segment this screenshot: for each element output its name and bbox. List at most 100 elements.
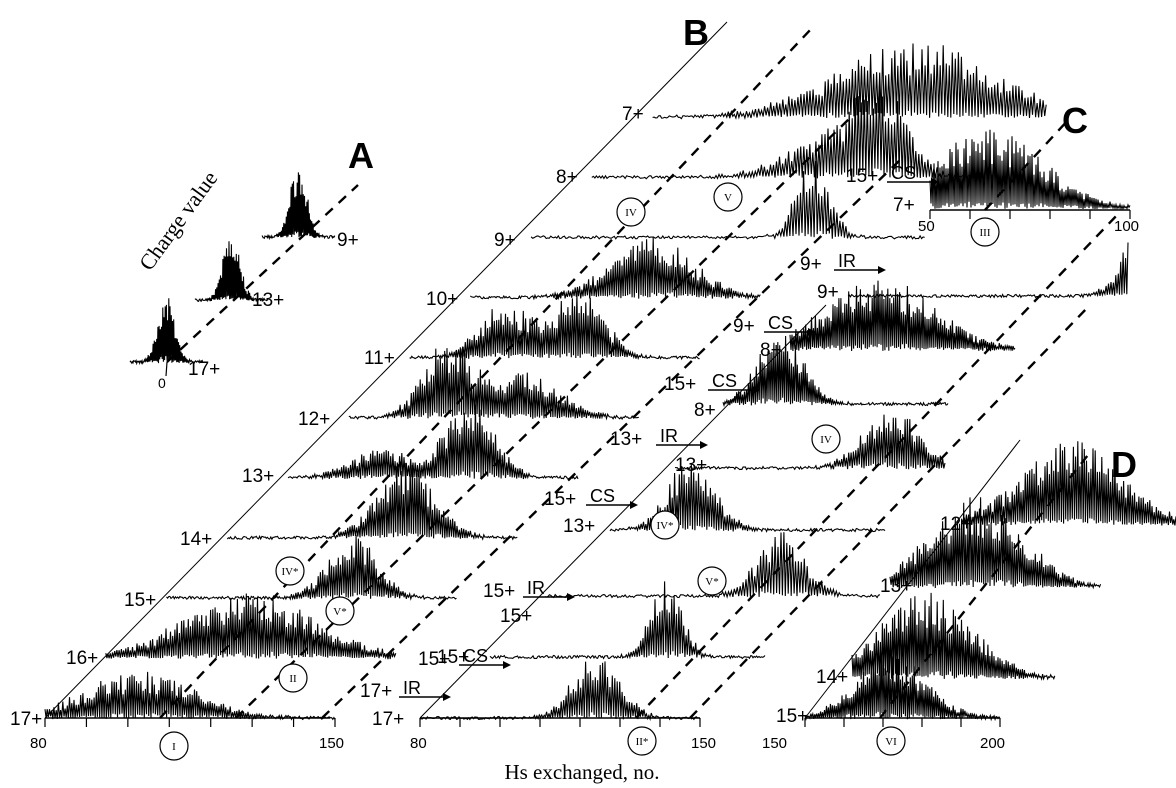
- label-13-cs-from-15: 13+: [563, 516, 595, 537]
- spectrum-b-7+-trace: [652, 43, 1047, 120]
- annotation-circle: [697, 566, 727, 596]
- method-m_CS5: CS: [887, 163, 939, 186]
- method-arrow-head: [567, 593, 575, 601]
- series-label-b-7: 7+: [622, 104, 644, 125]
- series-label-b-9: 9+: [494, 230, 516, 251]
- label-9-ir-source: 9+: [800, 254, 822, 275]
- label-17-ir: 17+: [372, 709, 404, 730]
- method-label: IR: [838, 251, 856, 271]
- tick-label-b2-150: 150: [691, 735, 716, 752]
- annotation-text: IV*: [281, 566, 298, 578]
- method-label: CS: [712, 371, 737, 391]
- label-8-cs-from-9: 8+: [760, 340, 782, 361]
- label-17-ir-source: 17+: [360, 681, 392, 702]
- label-15-cs-from-17: 15+: [437, 647, 469, 668]
- tick-label-a-0: 0: [158, 375, 166, 391]
- method-label: CS: [891, 163, 916, 183]
- annotation-circle: [650, 510, 680, 540]
- series-label-a-13: 13+: [252, 290, 284, 311]
- annotation-circle: [970, 217, 1000, 247]
- spectrum-a-13+-trace: [194, 241, 269, 303]
- tick-label-d-150: 150: [762, 735, 787, 752]
- spectrum-b2-6: [789, 280, 1016, 352]
- spectrum-a-13+: [194, 241, 269, 303]
- series-label-d-15: 15+: [776, 706, 808, 727]
- panel-label-a: A: [348, 135, 374, 176]
- spectrum-b2-1-trace: [489, 581, 766, 660]
- spectrum-d-12+: [961, 441, 1176, 526]
- series-label-b-10: 10+: [426, 289, 458, 310]
- spectrum-b2-4: [674, 414, 946, 471]
- guide-c: [984, 117, 1071, 211]
- spectrum-b2-0: [419, 661, 701, 722]
- tick-label-d-200: 200: [980, 735, 1005, 752]
- annotation-rn_IV2: IV: [811, 424, 841, 454]
- tick-label-b2-80: 80: [410, 735, 427, 752]
- annotation-rn_Vs2: V*: [697, 566, 727, 596]
- annotation-text: IV*: [656, 520, 673, 532]
- tick-label-c-50: 50: [918, 218, 935, 235]
- method-arrows: IR CS IR CS IR CS CS IR CS: [399, 163, 939, 701]
- label-7-cs-source: 15+: [846, 166, 878, 187]
- diagonal-d: [804, 439, 1021, 719]
- spectrum-b-7+: [652, 43, 1047, 120]
- method-label: IR: [527, 578, 545, 598]
- annotation-rn_V: V: [713, 182, 743, 212]
- spectrum-d-15+-trace: [804, 652, 1001, 722]
- spectrum-b-12+-trace: [348, 346, 639, 421]
- annotation-circle: [627, 726, 657, 756]
- annotation-rn_IV: IV: [616, 197, 646, 227]
- annotation-text: VI: [885, 736, 897, 748]
- spectrum-b-14+-trace: [226, 462, 518, 541]
- series-label-b-13: 13+: [242, 466, 274, 487]
- method-m_IR3: IR: [656, 426, 708, 449]
- spectrum-b2-7-trace: [847, 242, 1129, 299]
- spectrum-d-13+-trace: [889, 497, 1102, 590]
- annotation-text: II*: [636, 736, 649, 748]
- annotation-text: III: [980, 227, 991, 239]
- guide-a: [166, 184, 359, 363]
- guide-b2-2: [689, 304, 1091, 719]
- annotation-text: V: [724, 192, 732, 204]
- annotation-text: IV: [820, 434, 832, 446]
- annotation-rn_I: I: [159, 731, 189, 761]
- label-15-cs-source: 15+: [544, 489, 576, 510]
- method-arrow-head: [630, 501, 638, 509]
- series-label-b-14: 14+: [180, 529, 212, 550]
- spectrum-b2-6-trace: [789, 280, 1016, 352]
- spectrum-b-15+-trace: [166, 534, 457, 601]
- panel-label-b: B: [683, 12, 709, 53]
- method-label: IR: [403, 678, 421, 698]
- label-15-ir-source: 15+: [483, 581, 515, 602]
- annotation-circle: [275, 556, 305, 586]
- method-m_CS4: CS: [764, 313, 816, 336]
- spectrum-d-12+-trace: [961, 441, 1176, 526]
- method-arrow-head: [808, 328, 816, 336]
- method-m_IR2: IR: [523, 578, 575, 601]
- tick-a: [165, 361, 168, 377]
- annotation-rn_IVs: IV*: [275, 556, 305, 586]
- spectrum-b-11+-trace: [409, 292, 700, 361]
- spectra-layer: [44, 43, 1176, 722]
- spectrum-b2-1: [489, 581, 766, 660]
- method-label: CS: [463, 646, 488, 666]
- label-15-ir: 15+: [500, 606, 532, 627]
- label-c-7: 7+: [893, 195, 915, 216]
- spectrum-b-10+-trace: [469, 237, 761, 301]
- method-arrow-head: [443, 693, 451, 701]
- axis-label-charge-value: Charge value: [134, 166, 223, 275]
- method-m_CS2: CS: [586, 486, 638, 509]
- annotation-circle: [811, 424, 841, 454]
- tick-label-b-80: 80: [30, 735, 47, 752]
- series-label-a-9: 9+: [337, 230, 359, 251]
- annotation-rn_IVs2: IV*: [650, 510, 680, 540]
- diagonal-b: [44, 21, 728, 719]
- annotation-rn_II: II: [278, 663, 308, 693]
- spectrum-a-17+-trace: [129, 298, 204, 366]
- series-label-b-15: 15+: [124, 590, 156, 611]
- spectrum-b2-7: [847, 242, 1129, 299]
- panel-label-d: D: [1111, 444, 1137, 485]
- spectrum-b-15+: [166, 534, 457, 601]
